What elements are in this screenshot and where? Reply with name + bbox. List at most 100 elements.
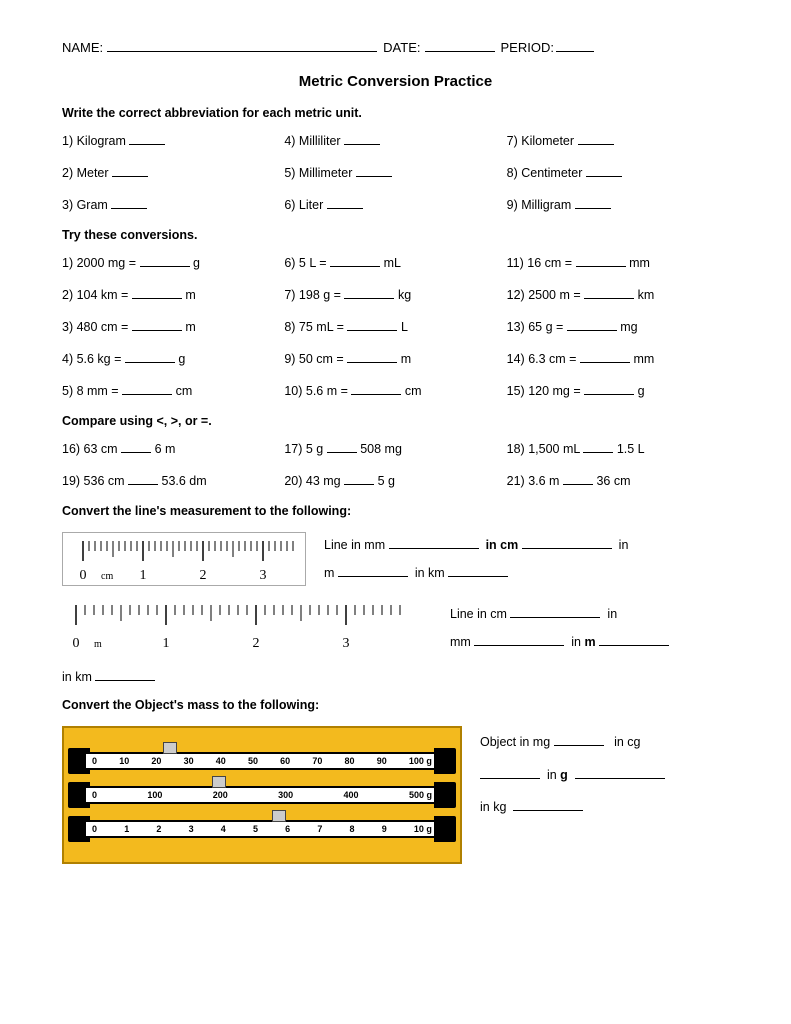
svg-text:3: 3 [260,568,267,583]
abbrev-blank[interactable] [129,134,165,145]
compare-blank[interactable] [128,474,158,485]
conv-blank[interactable] [347,352,397,363]
svg-text:2: 2 [253,636,260,651]
ruler-cm-box: 0123cm [62,532,306,586]
conversion-item: 9) 50 cm = m [284,352,506,366]
compare-item: 18) 1,500 mL 1.5 L [507,442,729,456]
abbrev-blank[interactable] [111,198,147,209]
ruler1-row: 0123cm Line in mm in cm in m in km [62,532,729,587]
r1-km-blank[interactable] [448,566,508,577]
abbrev-item: 1) Kilogram [62,134,284,148]
triple-beam-balance: 0102030405060708090100 g0100200300400500… [62,726,462,864]
compare-item: 21) 3.6 m 36 cm [507,474,729,488]
r1-mm-label: Line in mm [324,538,385,552]
r1-cm-blank[interactable] [522,538,612,549]
r1-in-label: in [619,538,629,552]
conv-blank[interactable] [576,256,626,267]
conversion-item: 15) 120 mg = g [507,384,729,398]
rider [212,776,226,788]
conv-blank[interactable] [132,288,182,299]
r2-km-label: in km [62,670,92,684]
conversion-item: 5) 8 mm = cm [62,384,284,398]
abbrev-item: 6) Liter [284,198,506,212]
svg-text:0: 0 [80,568,87,583]
conv-blank[interactable] [140,256,190,267]
compare-blank[interactable] [583,442,613,453]
conversion-item: 8) 75 mL = L [284,320,506,334]
sec4-heading: Convert the line's measurement to the fo… [62,504,729,518]
compare-blank[interactable] [344,474,374,485]
abbrev-blank[interactable] [578,134,614,145]
r2-km-blank[interactable] [95,670,155,681]
ruler2-row: 0123m Line in cm in mm in m [62,601,729,656]
ruler2-text: Line in cm in mm in m [450,601,669,656]
conv-blank[interactable] [347,320,397,331]
conv-blank[interactable] [580,352,630,363]
conv-blank[interactable] [584,288,634,299]
r1-m-blank[interactable] [338,566,408,577]
r1-m-label: m [324,566,334,580]
period-label: PERIOD: [501,40,554,55]
abbrev-blank[interactable] [586,166,622,177]
compare-blank[interactable] [121,442,151,453]
abbrev-item: 3) Gram [62,198,284,212]
page-title: Metric Conversion Practice [62,73,729,90]
r1-km-label: in km [415,566,445,580]
balance-row: 0102030405060708090100 g0100200300400500… [62,726,729,864]
r2-cm-blank[interactable] [510,607,600,618]
r2-m-bold: m [584,635,595,649]
conversion-item: 2) 104 km = m [62,288,284,302]
conv-blank[interactable] [584,384,634,395]
period-blank[interactable] [556,38,594,52]
abbrev-item: 7) Kilometer [507,134,729,148]
conversion-item: 13) 65 g = mg [507,320,729,334]
beam: 0100200300400500 g [74,782,450,808]
svg-text:1: 1 [140,568,147,583]
conversion-item: 14) 6.3 cm = mm [507,352,729,366]
name-label: NAME: [62,40,103,55]
ruler-m: 0123m [62,601,432,651]
svg-text:1: 1 [163,636,170,651]
abbrev-blank[interactable] [575,198,611,209]
obj-mg-blank[interactable] [554,735,604,746]
abbrev-blank[interactable] [112,166,148,177]
sec3-grid: 16) 63 cm 6 m17) 5 g 508 mg18) 1,500 mL … [62,442,729,488]
r1-mm-blank[interactable] [389,538,479,549]
abbrev-blank[interactable] [344,134,380,145]
sec2-grid: 1) 2000 mg = g6) 5 L = mL11) 16 cm = mm2… [62,256,729,398]
svg-text:m: m [94,639,102,650]
compare-blank[interactable] [563,474,593,485]
svg-text:2: 2 [200,568,207,583]
obj-g-blank[interactable] [575,768,665,779]
date-blank[interactable] [425,38,495,52]
conv-blank[interactable] [330,256,380,267]
obj-kg-label: in kg [480,800,506,814]
r1-cm-label: in cm [486,538,519,552]
sec5-heading: Convert the Object's mass to the followi… [62,698,729,712]
conversion-item: 11) 16 cm = mm [507,256,729,270]
conv-blank[interactable] [122,384,172,395]
conv-blank[interactable] [125,352,175,363]
header-line: NAME: DATE: PERIOD: [62,38,729,55]
compare-blank[interactable] [327,442,357,453]
conv-blank[interactable] [132,320,182,331]
obj-cg-blank[interactable] [480,768,540,779]
obj-kg-blank[interactable] [513,800,583,811]
conv-blank[interactable] [344,288,394,299]
abbrev-blank[interactable] [356,166,392,177]
r2-mm-label: mm [450,635,471,649]
r2-mm-blank[interactable] [474,635,564,646]
sec3-heading: Compare using <, >, or =. [62,414,729,428]
conv-blank[interactable] [567,320,617,331]
conv-blank[interactable] [351,384,401,395]
compare-item: 19) 536 cm 53.6 dm [62,474,284,488]
compare-item: 16) 63 cm 6 m [62,442,284,456]
name-blank[interactable] [107,38,377,52]
obj-g-bold: g [560,768,568,782]
r2-m-blank[interactable] [599,635,669,646]
conversion-item: 12) 2500 m = km [507,288,729,302]
conversion-item: 3) 480 cm = m [62,320,284,334]
obj-cg-label: in cg [614,735,640,749]
abbrev-blank[interactable] [327,198,363,209]
r2-cm-label: Line in cm [450,607,507,621]
